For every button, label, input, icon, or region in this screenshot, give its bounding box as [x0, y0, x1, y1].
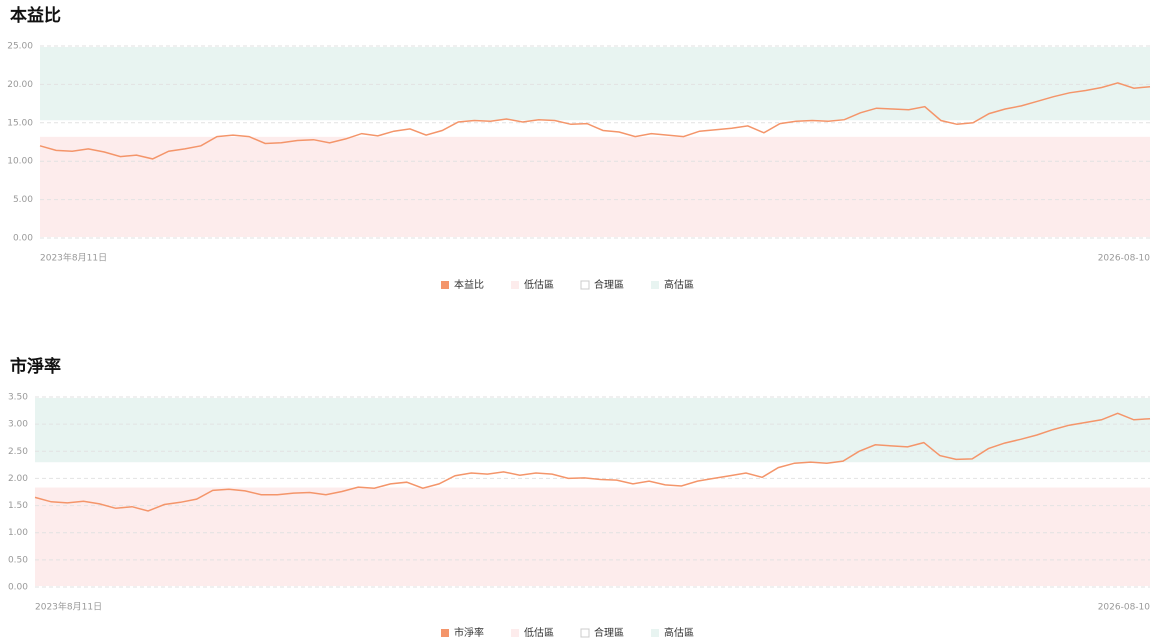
y-tick-label: 5.00	[13, 195, 33, 205]
legend-label: 低估區	[524, 278, 554, 291]
legend-swatch	[511, 281, 519, 289]
y-tick-label: 3.00	[8, 420, 28, 430]
legend-label: 高估區	[664, 626, 694, 639]
legend-label: 本益比	[454, 278, 484, 291]
y-tick-label: 1.50	[8, 501, 28, 511]
x-tick-label: 2023年8月11日	[35, 601, 102, 613]
chart-title: 市淨率	[10, 356, 61, 377]
x-tick-label: 2023年8月11日	[40, 252, 107, 264]
band	[35, 487, 1150, 586]
y-tick-label: 0.00	[13, 234, 33, 244]
legend-label: 低估區	[524, 626, 554, 639]
y-tick-label: 15.00	[7, 118, 33, 128]
legend-swatch	[651, 281, 659, 289]
band	[35, 464, 1150, 486]
x-tick-label: 2026-08-10	[1098, 254, 1151, 264]
y-tick-label: 10.00	[7, 157, 33, 167]
legend-swatch	[441, 281, 449, 289]
y-tick-label: 0.00	[8, 583, 28, 593]
legend-label: 市淨率	[454, 626, 484, 639]
legend-swatch	[441, 629, 449, 637]
legend-label: 合理區	[594, 626, 624, 639]
chart-title: 本益比	[10, 5, 61, 26]
band	[40, 47, 1150, 121]
legend-swatch	[511, 629, 519, 637]
legend-swatch	[580, 628, 590, 638]
legend-label: 合理區	[594, 278, 624, 291]
y-tick-label: 25.00	[7, 42, 33, 52]
line	[34, 412, 1151, 512]
band	[40, 122, 1150, 135]
legend-swatch	[580, 280, 590, 290]
y-tick-label: 2.50	[8, 447, 28, 457]
line	[39, 82, 1151, 160]
y-tick-label: 1.00	[8, 528, 28, 538]
legend-label: 高估區	[664, 278, 694, 291]
y-tick-label: 20.00	[7, 80, 33, 90]
x-tick-label: 2026-08-10	[1098, 603, 1151, 613]
y-tick-label: 0.50	[8, 555, 28, 565]
legend-swatch	[651, 629, 659, 637]
y-tick-label: 3.50	[8, 393, 28, 403]
y-tick-label: 2.00	[8, 474, 28, 484]
band	[40, 136, 1150, 237]
